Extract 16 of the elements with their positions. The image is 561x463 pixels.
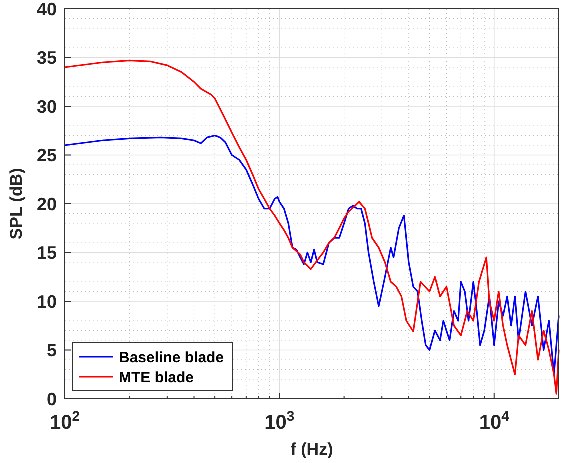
y-tick-label: 20 [36, 194, 57, 214]
x-tick-label: 10$^{4}$ [479, 408, 510, 434]
y-tick-label: 35 [36, 48, 57, 68]
y-tick-label: 15 [36, 243, 57, 264]
y-tick-label: 10 [36, 292, 57, 312]
y-tick-label: 0 [46, 389, 57, 410]
y-tick-label: 40 [36, 0, 57, 20]
y-tick-label: 25 [36, 146, 57, 166]
x-axis-title: f (Hz) [290, 440, 334, 459]
y-axis-title: SPL (dB) [7, 168, 26, 240]
x-tick-label: 10$^{3}$ [264, 408, 295, 434]
y-tick-label: 5 [46, 340, 57, 361]
y-tick-label: 30 [36, 96, 57, 117]
legend-label: MTE blade [119, 369, 194, 386]
legend-label: Baseline blade [119, 349, 224, 366]
x-tick-label: 10$^{2}$ [50, 408, 80, 434]
